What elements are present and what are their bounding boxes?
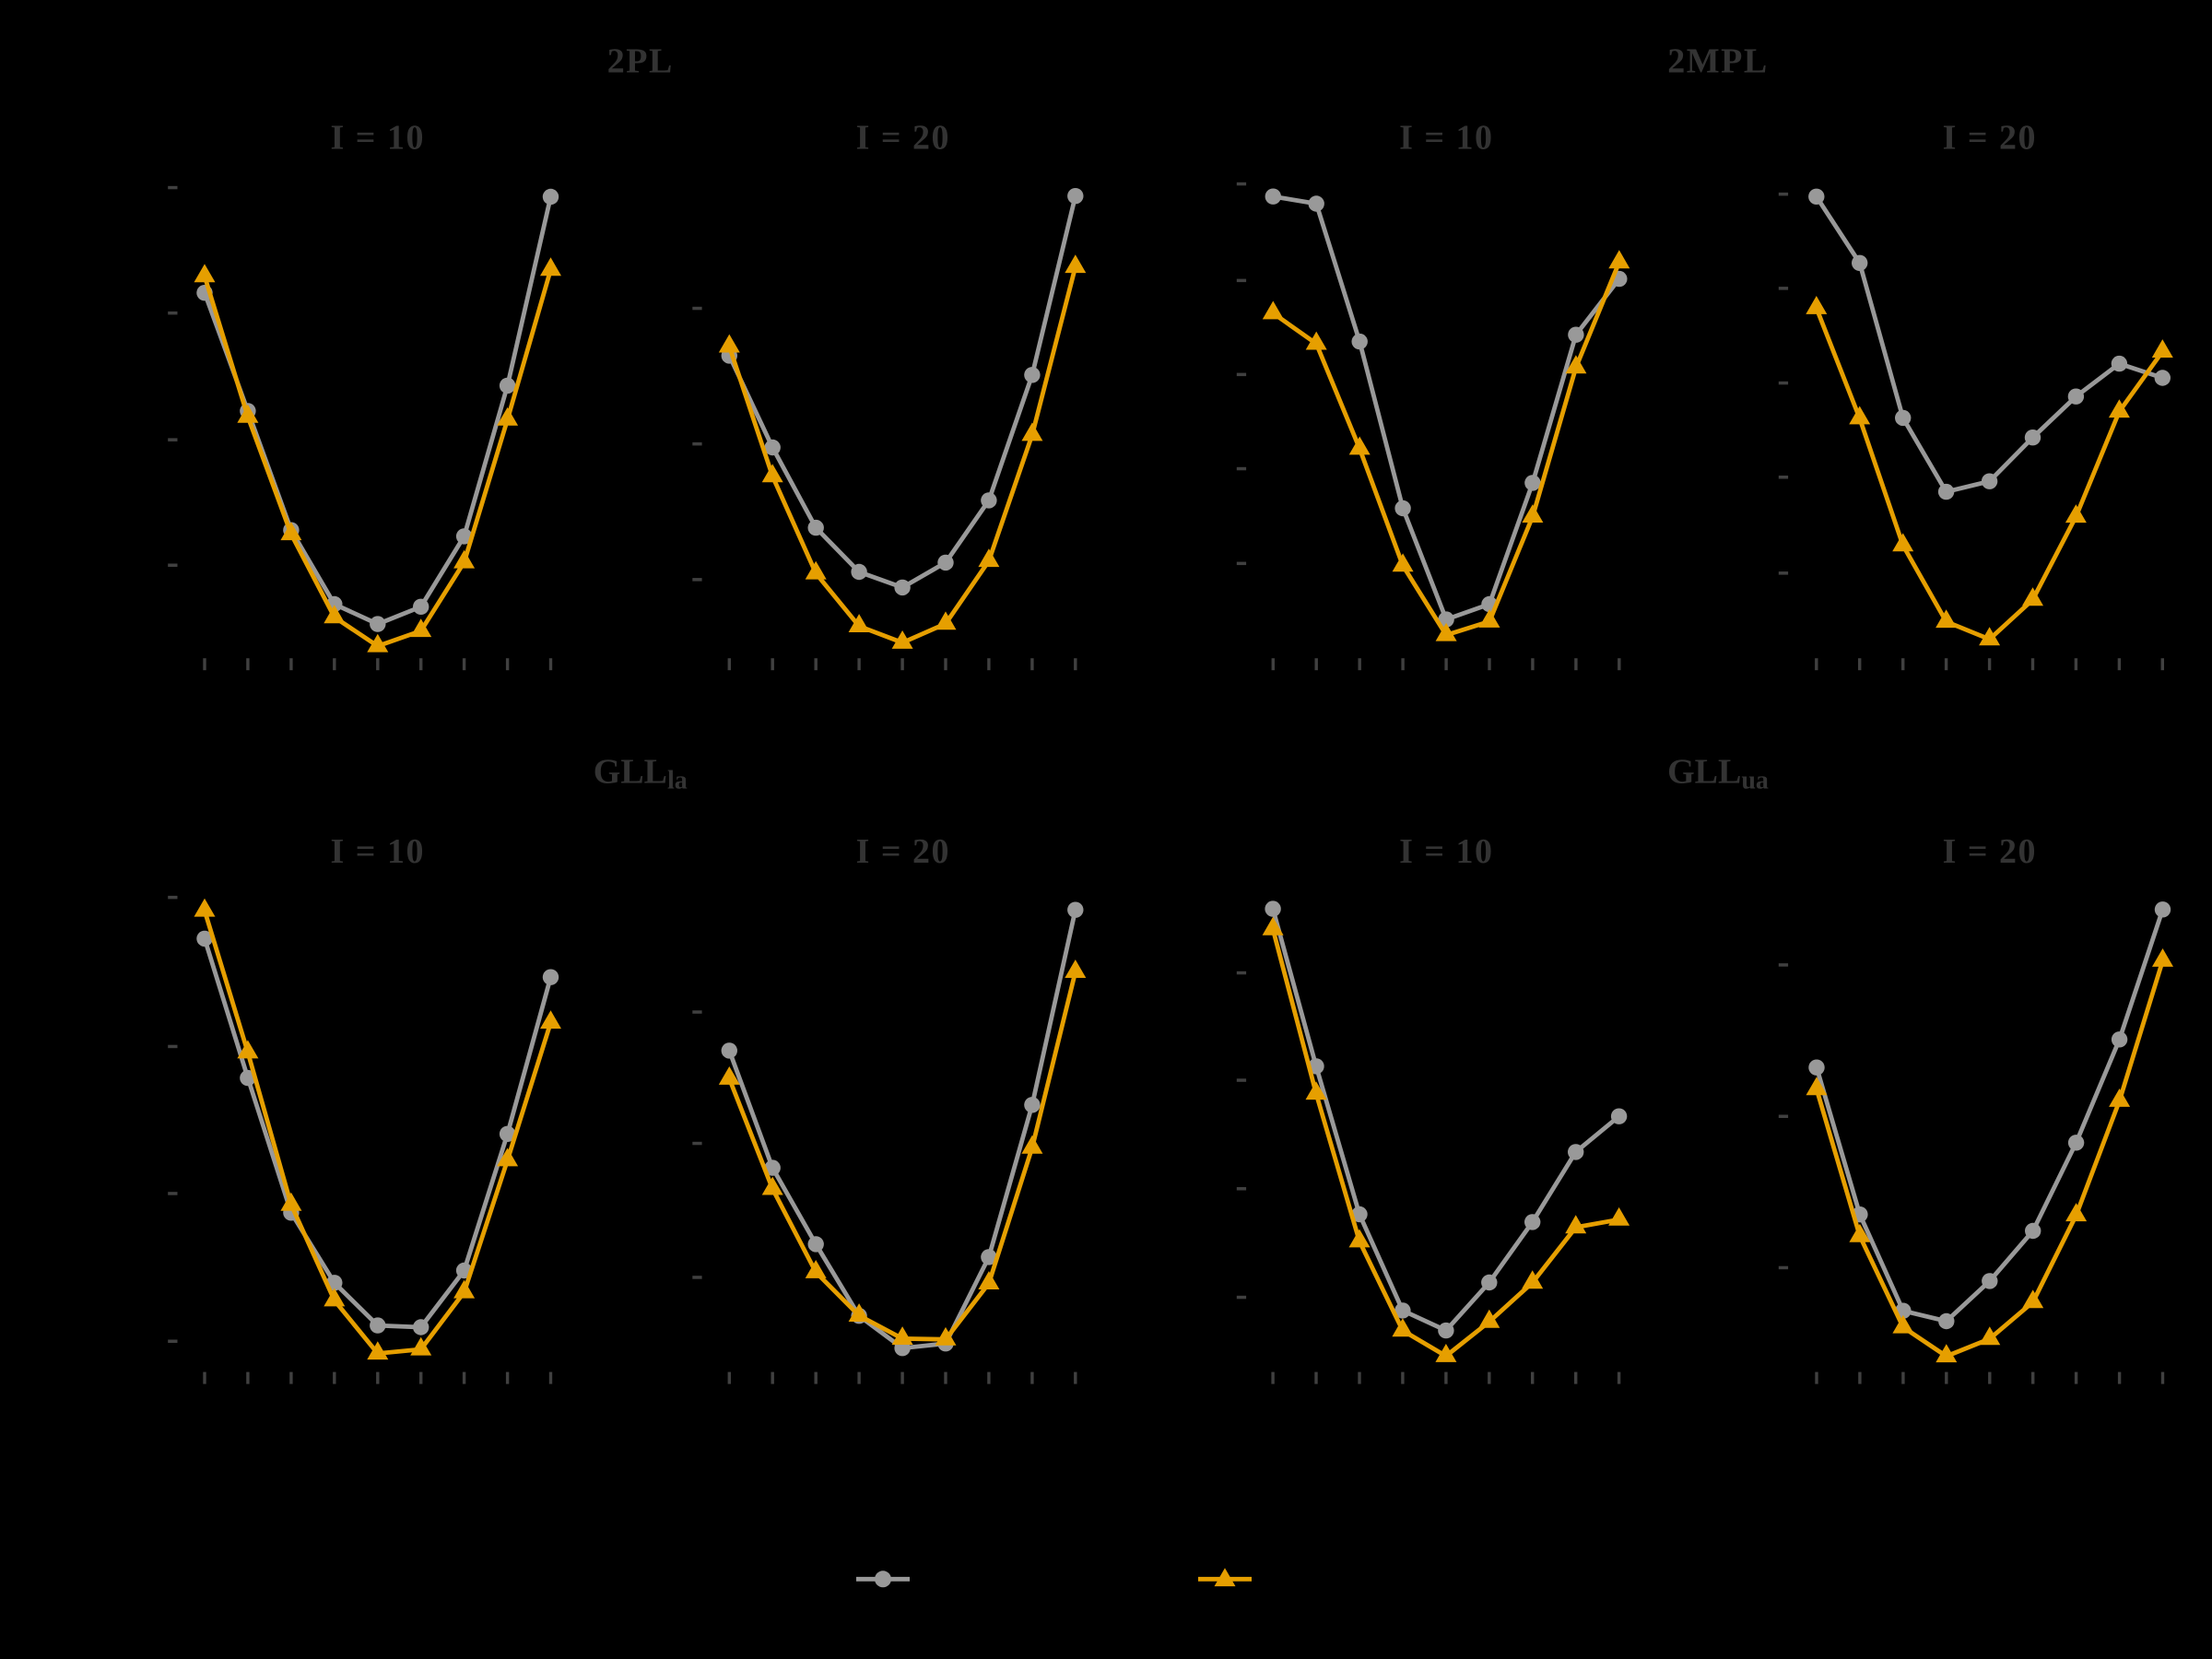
svg-text:I = 10: I = 10 [1399, 832, 1493, 871]
svg-text:I = 20: I = 20 [856, 119, 950, 158]
svg-text:I = 10: I = 10 [331, 119, 425, 158]
svg-text:2PL: 2PL [607, 41, 674, 80]
svg-text:GLLua: GLLua [1667, 753, 1769, 795]
svg-text:I = 20: I = 20 [1943, 832, 2037, 871]
svg-text:2MPL: 2MPL [1667, 41, 1768, 80]
svg-text:I = 20: I = 20 [856, 832, 950, 871]
svg-text:I = 20: I = 20 [1943, 119, 2037, 158]
svg-text:I = 10: I = 10 [1399, 119, 1493, 158]
svg-text:I = 10: I = 10 [331, 832, 425, 871]
